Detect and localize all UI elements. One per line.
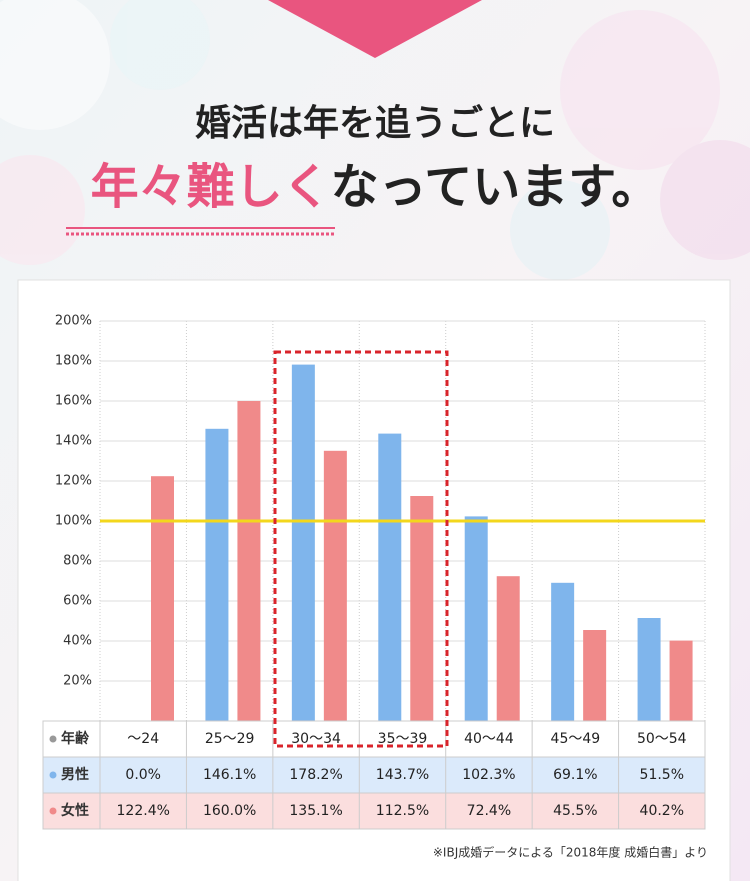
y-tick-label: 80% [63, 554, 92, 569]
top-triangle [268, 0, 482, 58]
y-tick-label: 100% [55, 514, 92, 529]
table-value: 160.0% [203, 803, 256, 819]
y-tick-label: 60% [63, 594, 92, 609]
legend-dot [49, 807, 57, 815]
y-tick-label: 160% [55, 394, 92, 409]
bar [496, 576, 520, 721]
table-category: 25～29 [205, 731, 255, 747]
y-tick-label: 200% [55, 314, 92, 329]
bar [637, 618, 661, 721]
heading-line2: 年々難しくなっています。 [91, 159, 660, 215]
table-value: 51.5% [640, 767, 684, 783]
bar [551, 582, 575, 721]
table-value: 40.2% [640, 803, 684, 819]
table-category: 35～39 [378, 731, 428, 747]
table-value: 178.2% [289, 767, 342, 783]
bar [291, 364, 315, 721]
table-value: 143.7% [376, 767, 429, 783]
heading-highlight: 年々難しく [91, 159, 331, 215]
row-header: 女性 [61, 802, 89, 819]
y-tick-label: 180% [55, 354, 92, 369]
table-value: 0.0% [125, 767, 161, 783]
row-header: 男性 [61, 766, 89, 783]
bar [323, 450, 347, 721]
y-tick-label: 20% [63, 674, 92, 689]
y-tick-label: 120% [55, 474, 92, 489]
table-value: 69.1% [553, 767, 597, 783]
table-category: 50～54 [637, 731, 687, 747]
table-value: 146.1% [203, 767, 256, 783]
bar [205, 428, 229, 721]
legend-dot [49, 771, 57, 779]
table-value: 102.3% [462, 767, 515, 783]
table-value: 122.4% [117, 803, 170, 819]
bar [410, 496, 434, 721]
bar [151, 476, 174, 721]
bar [669, 640, 693, 721]
table-category: 30～34 [291, 731, 341, 747]
table-category: ～24 [127, 731, 159, 747]
heading-line1: 婚活は年を追うごとに [195, 103, 555, 144]
table-value: 135.1% [289, 803, 342, 819]
bar [378, 433, 402, 721]
plot: 20% 40% 60% 80% 100% 120% 140% 160% 180% 200% 年齢 ～2… [42, 314, 706, 830]
bar [583, 630, 607, 721]
table-value: 45.5% [553, 803, 597, 819]
table-value: 72.4% [467, 803, 511, 819]
row-header: 年齢 [61, 730, 90, 747]
table-row [42, 720, 706, 758]
table-row [42, 756, 706, 794]
legend-dot [49, 735, 57, 743]
y-tick-label: 40% [63, 634, 92, 649]
heading-rest: なっています。 [331, 159, 660, 215]
table-category: 40～44 [464, 731, 514, 747]
bubbles [0, 0, 750, 280]
bar [237, 401, 261, 721]
table-row [42, 792, 706, 830]
highlight-box [273, 350, 449, 748]
y-tick-label: 140% [55, 434, 92, 449]
table-category: 45～49 [551, 731, 601, 747]
bar [464, 516, 488, 721]
source-note: ※IBJ成婚データによる「2018年度 成婚白書」より [433, 845, 708, 860]
table-value: 112.5% [376, 803, 429, 819]
